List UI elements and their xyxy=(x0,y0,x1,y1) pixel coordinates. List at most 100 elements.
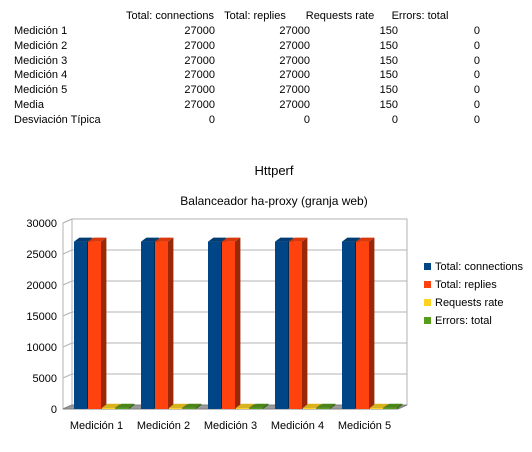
bar-side xyxy=(129,403,135,409)
y-tick-label: 5000 xyxy=(33,373,57,385)
bar-side xyxy=(101,237,107,409)
bar-top xyxy=(356,237,375,242)
legend-label: Errors: total xyxy=(435,315,492,327)
bar-top xyxy=(275,237,294,242)
table-row-label: Medición 3 xyxy=(14,54,68,67)
table-cell: 27000 xyxy=(279,54,310,67)
x-tick-label: Medición 3 xyxy=(204,420,257,432)
x-tick-label: Medición 4 xyxy=(271,420,324,432)
y-tick-label: 15000 xyxy=(26,311,57,323)
bar-top xyxy=(141,237,160,242)
bar-front xyxy=(236,407,249,409)
bar-top xyxy=(236,403,255,408)
gridline-side xyxy=(62,342,73,348)
table-cell: 27000 xyxy=(279,99,310,111)
bar xyxy=(222,237,241,409)
table-row-label: Medición 2 xyxy=(14,39,68,52)
table-cell: 150 xyxy=(379,69,398,82)
bar-front xyxy=(222,241,235,409)
bar-front xyxy=(356,241,369,409)
bar-top xyxy=(250,403,269,408)
bar-top xyxy=(88,237,107,242)
table-cell: 0 xyxy=(391,113,398,126)
x-tick-label: Medición 2 xyxy=(137,420,190,432)
bar xyxy=(250,403,269,409)
gridline-side xyxy=(62,249,73,255)
gridline-side xyxy=(62,373,73,379)
chart-title: Httperf xyxy=(254,163,293,178)
bar xyxy=(155,237,174,409)
bar-side xyxy=(369,237,375,409)
table-cell: 27000 xyxy=(184,99,215,111)
bar-front xyxy=(250,407,263,409)
table-cell: 0 xyxy=(473,99,480,111)
table-row-label: Medición 1 xyxy=(14,25,68,37)
bar-front xyxy=(275,241,288,409)
bar-top xyxy=(222,237,241,242)
bar-top xyxy=(116,403,135,408)
x-tick-label: Medición 1 xyxy=(70,420,123,432)
table-cell: 150 xyxy=(379,25,398,37)
bar-top xyxy=(155,237,174,242)
legend-swatch xyxy=(424,281,431,288)
table-cell: 27000 xyxy=(184,54,215,67)
bar-front xyxy=(208,241,221,409)
table-cell: 0 xyxy=(303,113,310,126)
x-tick-label: Medición 5 xyxy=(338,420,391,432)
bar-front xyxy=(88,241,101,409)
bar-top xyxy=(384,403,403,408)
bar-side xyxy=(302,237,308,409)
y-tick-label: 25000 xyxy=(26,249,57,261)
chart-subtitle: Balanceador ha-proxy (granja web) xyxy=(180,194,367,208)
legend-swatch xyxy=(424,263,431,270)
bar-front xyxy=(183,407,196,409)
table-cell: 150 xyxy=(379,54,398,67)
bar-side xyxy=(263,403,269,409)
table-header: Total: replies xyxy=(224,10,286,22)
table-row-label: Media xyxy=(14,99,44,111)
bar-top xyxy=(169,403,188,408)
bar-front xyxy=(289,241,302,409)
bar-top xyxy=(317,403,336,408)
table-cell: 27000 xyxy=(184,25,215,37)
bar-front xyxy=(102,407,115,409)
table-cell: 0 xyxy=(473,84,480,97)
table-cell: 0 xyxy=(208,113,215,126)
table-cell: 27000 xyxy=(279,39,310,52)
table-row-label: Desviación Típica xyxy=(14,113,101,126)
table-cell: 150 xyxy=(379,84,398,97)
bar-front xyxy=(342,241,355,409)
bar-side xyxy=(196,403,202,409)
bar-side xyxy=(168,237,174,409)
chart-legend: Total: connections Total: replies Requests… xyxy=(424,261,524,327)
bar-front xyxy=(155,241,168,409)
table-row-label: Medición 4 xyxy=(14,69,68,82)
table-cell: 27000 xyxy=(279,84,310,97)
bar-front xyxy=(370,407,383,409)
table-row-label: Medición 5 xyxy=(14,84,68,97)
table-header: Total: connections xyxy=(125,10,215,22)
bar-top xyxy=(74,237,93,242)
table-header: Requests rate xyxy=(305,10,375,22)
table-cell: 0 xyxy=(473,25,480,37)
bar xyxy=(317,403,336,409)
bar xyxy=(289,237,308,409)
bar-top xyxy=(183,403,202,408)
table-cell: 27000 xyxy=(184,39,215,52)
table-header: Errors: total xyxy=(391,10,449,22)
table-cell: 27000 xyxy=(279,69,310,82)
bar-front xyxy=(141,241,154,409)
table-cell: 0 xyxy=(473,54,480,67)
legend-label: Total: connections xyxy=(435,261,524,273)
bar-side xyxy=(397,403,403,409)
table-cell: 150 xyxy=(379,39,398,52)
bar xyxy=(183,403,202,409)
bar xyxy=(384,403,403,409)
bar-side xyxy=(235,237,241,409)
table-cell: 27000 xyxy=(184,84,215,97)
legend-label: Requests rate xyxy=(435,297,503,309)
bar-front xyxy=(317,407,330,409)
y-tick-label: 30000 xyxy=(26,218,57,230)
table-cell: 0 xyxy=(473,113,480,126)
